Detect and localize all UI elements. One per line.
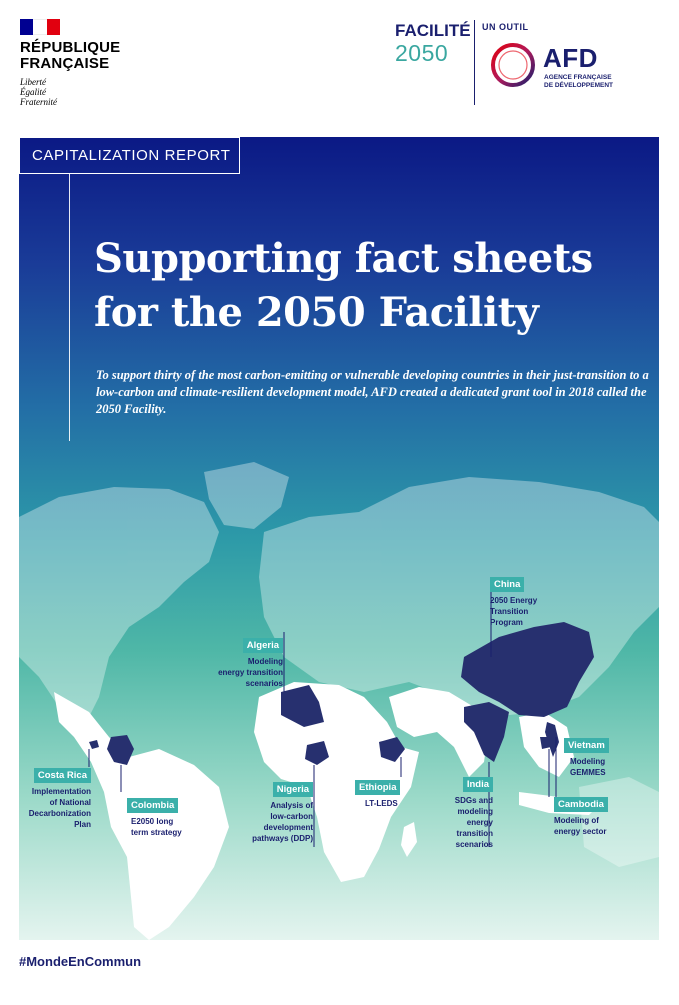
desc-line: term strategy [131, 828, 182, 837]
country-name-ethiopia: Ethiopia [355, 780, 401, 795]
page-title: Supporting fact sheets for the 2050 Faci… [94, 232, 654, 340]
label-nigeria: Nigeria Analysis of low-carbon developme… [237, 779, 313, 844]
title-line-2: for the 2050 Facility [94, 289, 539, 336]
country-name-china: China [490, 577, 525, 592]
country-name-nigeria: Nigeria [272, 782, 313, 797]
afd-subtitle: AGENCE FRANÇAISE DE DÉVELOPPEMENT [544, 74, 613, 90]
desc-line: Decarbonization [28, 809, 91, 818]
motto-egalite: Égalité [20, 87, 46, 97]
country-desc-china: 2050 Energy Transition Program [490, 595, 537, 628]
desc-line: pathways (DDP) [252, 834, 313, 843]
country-desc-cambodia: Modeling of energy sector [554, 815, 608, 837]
desc-line: Modeling [247, 657, 283, 666]
label-vietnam: Vietnam Modeling GEMMES [564, 735, 609, 778]
country-desc-colombia: E2050 long term strategy [127, 816, 182, 838]
highlighted-countries [89, 622, 594, 765]
desc-line: Modeling [570, 757, 606, 766]
desc-line: Implementation [31, 787, 91, 796]
desc-line: 2050 Energy [490, 596, 538, 605]
country-name-india: India [462, 777, 493, 792]
intro-paragraph: To support thirty of the most carbon-emi… [96, 368, 649, 416]
report-type-tag: CAPITALIZATION REPORT [19, 137, 240, 174]
desc-line: low-carbon [270, 812, 313, 821]
country-name-costa-rica: Costa Rica [33, 768, 91, 783]
motto-fraternite: Fraternité [20, 97, 57, 107]
label-colombia: Colombia E2050 long term strategy [127, 795, 182, 838]
desc-line: scenarios [245, 679, 283, 688]
label-india: India SDGs and modeling energy transitio… [437, 774, 493, 850]
desc-line: SDGs and [454, 796, 493, 805]
label-ethiopia: Ethiopia LT-LEDS [355, 777, 401, 809]
header-divider [474, 20, 475, 105]
desc-line: Analysis of [270, 801, 313, 810]
french-flag-icon [20, 19, 60, 35]
label-china: China 2050 Energy Transition Program [490, 574, 537, 628]
afd-sub-line-1: AGENCE FRANÇAISE [544, 74, 612, 81]
desc-line: Modeling of [554, 816, 599, 825]
desc-line: energy transition [218, 668, 283, 677]
label-algeria: Algeria Modeling energy transition scena… [189, 635, 283, 689]
country-india [464, 702, 509, 762]
title-line-1: Supporting fact sheets [94, 235, 593, 282]
desc-line: E2050 long [131, 817, 174, 826]
desc-line: Transition [490, 607, 529, 616]
desc-line: GEMMES [570, 768, 606, 777]
country-desc-costa-rica: Implementation of National Decarbonizati… [19, 786, 91, 830]
desc-line: energy sector [554, 827, 607, 836]
world-map [19, 462, 659, 940]
country-nigeria [305, 741, 329, 765]
country-algeria [281, 685, 324, 727]
country-desc-nigeria: Analysis of low-carbon development pathw… [237, 800, 313, 844]
country-desc-ethiopia: LT-LEDS [355, 798, 400, 809]
country-ethiopia [379, 737, 405, 762]
country-desc-algeria: Modeling energy transition scenarios [189, 656, 283, 689]
country-colombia [107, 735, 134, 765]
hashtag: #MondeEnCommun [19, 954, 142, 969]
republique-francaise-logo: RÉPUBLIQUE FRANÇAISE [20, 40, 120, 72]
country-desc-india: SDGs and modeling energy transition scen… [437, 795, 493, 850]
cover-panel: CAPITALIZATION REPORT Supporting fact sh… [19, 137, 659, 940]
facilite-label: FACILITÉ [395, 21, 471, 40]
country-name-cambodia: Cambodia [554, 797, 608, 812]
afd-ring-icon [491, 43, 535, 87]
label-cambodia: Cambodia Modeling of energy sector [554, 794, 608, 837]
country-name-colombia: Colombia [127, 798, 179, 813]
country-costa-rica [89, 740, 99, 749]
country-name-algeria: Algeria [242, 638, 283, 653]
un-outil-label: UN OUTIL [482, 22, 529, 32]
desc-line: LT-LEDS [365, 799, 398, 808]
desc-line: Plan [74, 820, 91, 829]
desc-line: development [263, 823, 313, 832]
country-desc-vietnam: Modeling GEMMES [564, 756, 609, 778]
country-china [461, 622, 594, 717]
facilite-2050-logo: FACILITÉ 2050 [395, 20, 471, 67]
country-name-vietnam: Vietnam [564, 738, 609, 753]
desc-line: of National [49, 798, 91, 807]
desc-line: transition [456, 829, 493, 838]
desc-line: modeling [457, 807, 493, 816]
country-cambodia [540, 737, 551, 749]
label-costa-rica: Costa Rica Implementation of National De… [19, 765, 91, 830]
republique-line-2: FRANÇAISE [20, 55, 110, 72]
desc-line: Program [490, 618, 523, 627]
facilite-year: 2050 [395, 40, 449, 66]
motto-liberte: Liberté [20, 77, 46, 87]
desc-line: energy [466, 818, 493, 827]
map-landmass [54, 682, 599, 940]
republique-line-1: RÉPUBLIQUE [20, 39, 121, 56]
tag-line [69, 173, 70, 441]
label-connectors [88, 577, 557, 847]
afd-name: AFD [543, 43, 598, 73]
desc-line: scenarios [455, 840, 493, 849]
motto: Liberté Égalité Fraternité [20, 77, 57, 107]
afd-sub-line-2: DE DÉVELOPPEMENT [544, 82, 613, 89]
